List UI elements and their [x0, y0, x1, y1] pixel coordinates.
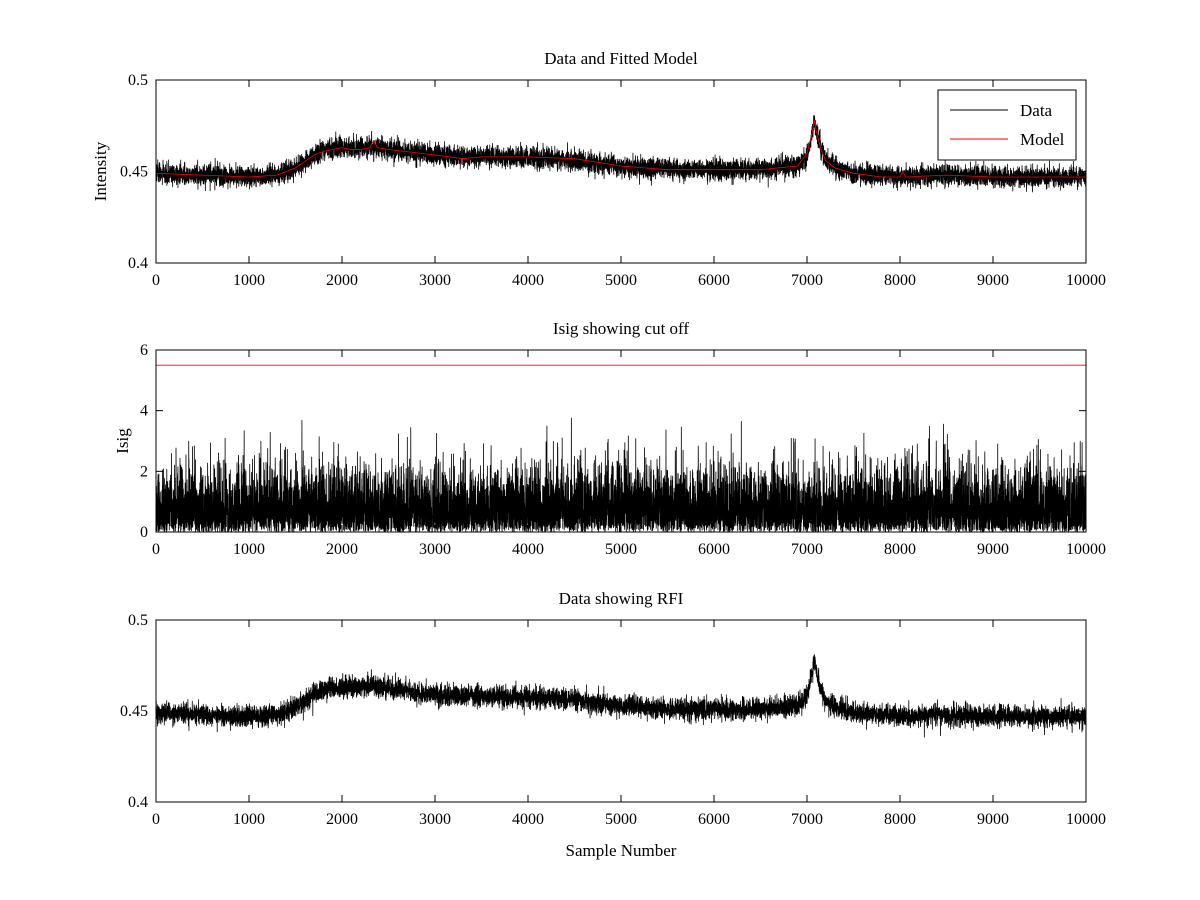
x-tick-label: 0 [152, 811, 160, 828]
x-tick-label: 2000 [326, 272, 358, 289]
series-group [156, 115, 1086, 193]
x-tick-label: 9000 [977, 272, 1009, 289]
x-tick-label: 6000 [698, 811, 730, 828]
x-tick-label: 3000 [419, 811, 451, 828]
x-tick-label: 6000 [698, 541, 730, 558]
x-tick-label: 10000 [1066, 272, 1106, 289]
x-tick-label: 10000 [1066, 541, 1106, 558]
x-tick-label: 5000 [605, 811, 637, 828]
x-tick-label: 2000 [326, 811, 358, 828]
y-tick-label: 6 [140, 342, 148, 359]
x-tick-label: 7000 [791, 541, 823, 558]
x-tick-label: 1000 [233, 541, 265, 558]
x-tick-label: 9000 [977, 811, 1009, 828]
y-tick-label: 0.4 [128, 794, 148, 811]
x-tick-label: 7000 [791, 272, 823, 289]
x-tick-label: 2000 [326, 541, 358, 558]
x-tick-label: 6000 [698, 272, 730, 289]
legend: Data Model [937, 89, 1077, 161]
series-line-model [156, 119, 1086, 178]
x-tick-label: 9000 [977, 541, 1009, 558]
y-tick-label: 4 [140, 403, 148, 420]
y-tick-label: 0 [140, 524, 148, 541]
x-tick-label: 3000 [419, 272, 451, 289]
y-axis-label: Intensity [91, 141, 110, 201]
x-tick-label: 5000 [605, 541, 637, 558]
series-line-1 [156, 654, 1086, 738]
x-tick-label: 0 [152, 272, 160, 289]
y-tick-label: 0.45 [120, 703, 148, 720]
x-tick-label: 3000 [419, 541, 451, 558]
legend-label-model: Model [1020, 130, 1065, 149]
chart-title: Data and Fitted Model [544, 49, 698, 68]
chart-panel-2: 0 1000 2000 3000 4000 5000 6000 7000 8000 9000 100… [113, 319, 1106, 558]
x-tick-label: 4000 [512, 811, 544, 828]
legend-box [937, 89, 1077, 161]
y-tick-label: 0.5 [128, 612, 148, 629]
x-tick-label: 4000 [512, 541, 544, 558]
chart-panel-1: 0 1000 2000 3000 4000 5000 6000 7000 8000 9000 100… [91, 49, 1106, 289]
series-group [156, 654, 1086, 738]
y-tick-label: 0.5 [128, 72, 148, 89]
x-tick-label: 10000 [1066, 811, 1106, 828]
chart-title: Data showing RFI [559, 589, 684, 608]
y-tick-label: 0.4 [128, 255, 148, 272]
x-tick-label: 1000 [233, 811, 265, 828]
x-tick-label: 5000 [605, 272, 637, 289]
chart-panel-3: 0 1000 2000 3000 4000 5000 6000 7000 8000 9000 100… [120, 589, 1106, 860]
x-tick-label: 4000 [512, 272, 544, 289]
x-tick-label: 8000 [884, 541, 916, 558]
chart-title: Isig showing cut off [553, 319, 689, 338]
x-axis-label: Sample Number [566, 841, 677, 860]
y-tick-label: 2 [140, 463, 148, 480]
chart-panels: 0 1000 2000 3000 4000 5000 6000 7000 8000 9000 100… [91, 49, 1106, 860]
series-line-1 [156, 417, 1086, 532]
x-tick-label: 7000 [791, 811, 823, 828]
x-tick-label: 1000 [233, 272, 265, 289]
x-tick-label: 0 [152, 541, 160, 558]
x-tick-label: 8000 [884, 272, 916, 289]
x-tick-label: 8000 [884, 811, 916, 828]
y-tick-label: 0.45 [120, 164, 148, 181]
legend-label-data: Data [1020, 101, 1053, 120]
series-group [156, 364, 1086, 532]
y-axis-label: Isig [113, 428, 132, 454]
